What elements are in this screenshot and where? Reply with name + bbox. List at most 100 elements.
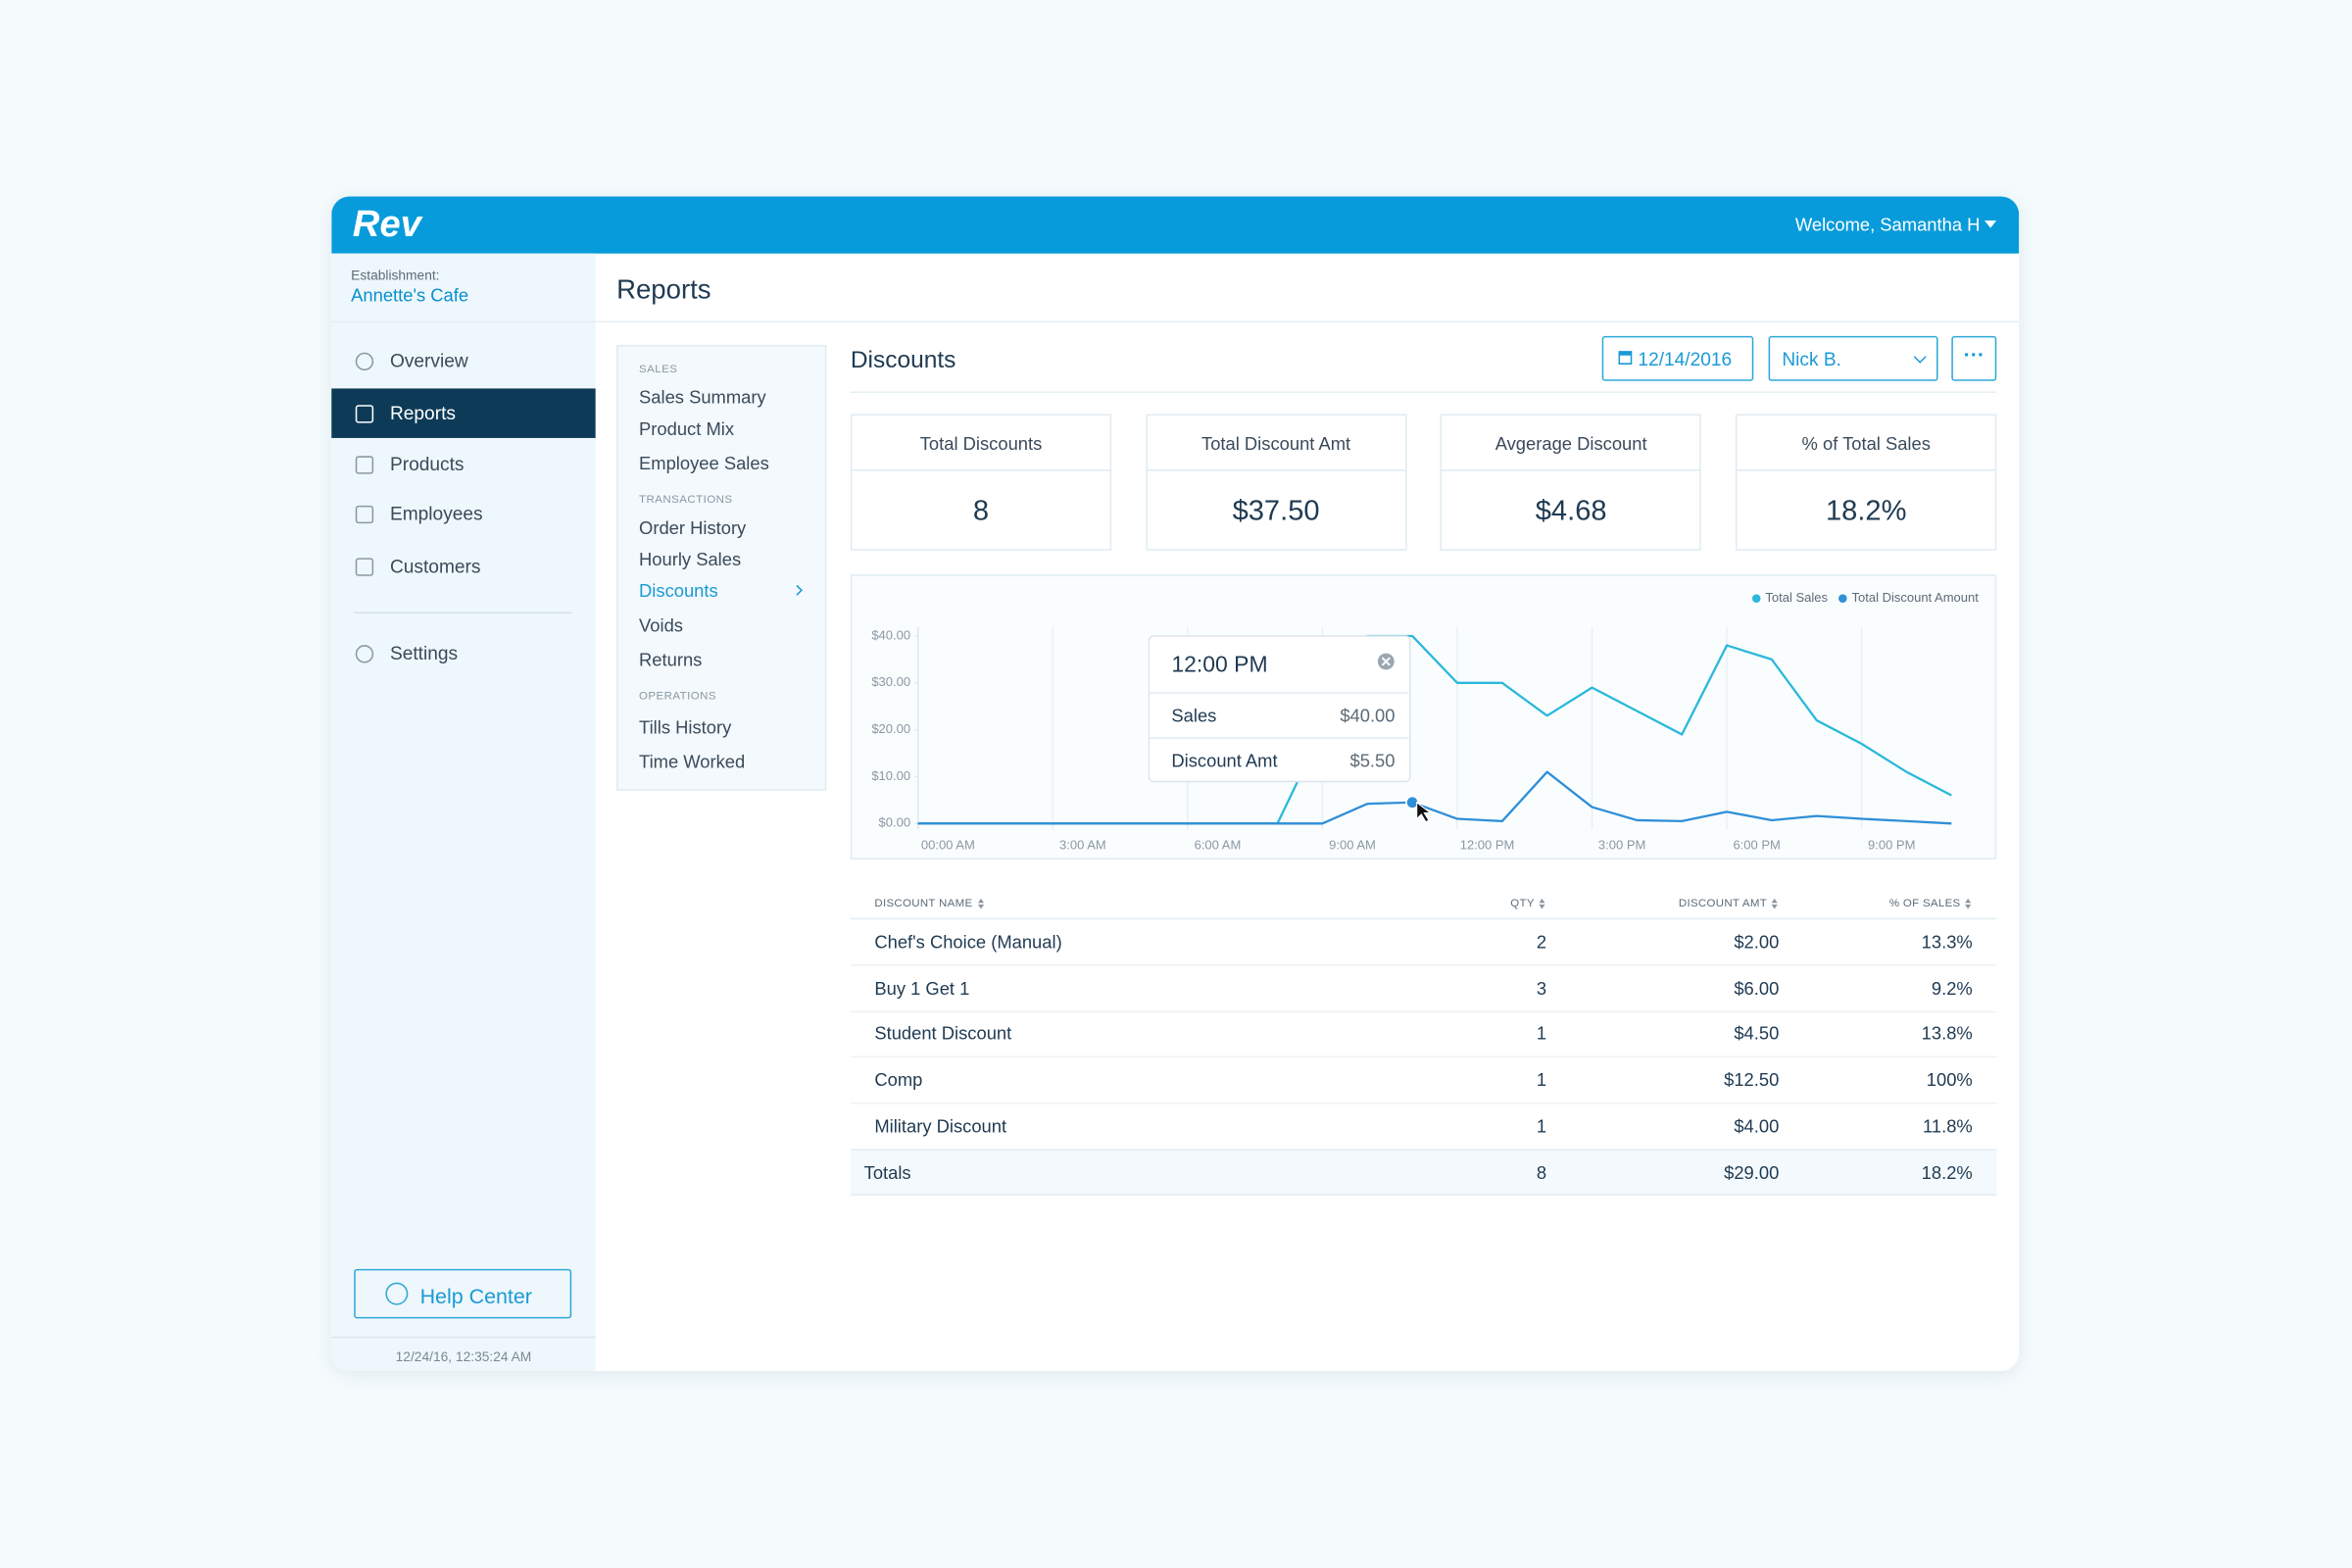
logo[interactable]: Rev bbox=[352, 203, 421, 246]
sort-icon bbox=[1539, 904, 1545, 909]
divider bbox=[331, 1336, 596, 1339]
help-button[interactable] bbox=[354, 1268, 572, 1319]
top-bar bbox=[331, 196, 2020, 254]
table-line bbox=[850, 917, 1997, 920]
table-cell: $4.50 bbox=[1734, 1023, 1780, 1045]
series-line bbox=[917, 634, 1952, 825]
nav-item[interactable]: Reports bbox=[389, 403, 456, 424]
stat-value: $37.50 bbox=[1232, 495, 1320, 528]
x-tick-label: 6:00 PM bbox=[1733, 838, 1780, 853]
date-label[interactable]: 12/14/2016 bbox=[1638, 349, 1733, 370]
nav-icon bbox=[355, 405, 374, 423]
submenu-item[interactable]: Hourly Sales bbox=[639, 549, 742, 570]
submenu-item[interactable]: Time Worked bbox=[639, 751, 746, 773]
hover-point bbox=[1405, 795, 1419, 809]
employee-select[interactable] bbox=[1768, 335, 1938, 381]
column-header[interactable]: DISCOUNT NAME bbox=[874, 896, 973, 909]
table-cell: Student Discount bbox=[874, 1023, 1012, 1045]
submenu-item[interactable]: Product Mix bbox=[639, 418, 735, 440]
stat-value: 18.2% bbox=[1825, 495, 1907, 528]
tooltip: 12:00 PM Sales $40.00 Discount Amt $5.50 bbox=[1148, 635, 1411, 783]
table-line bbox=[850, 1010, 1997, 1012]
date-button[interactable] bbox=[1601, 335, 1754, 381]
stat-card bbox=[1736, 414, 1997, 551]
tooltip-box bbox=[1148, 635, 1411, 783]
submenu-item[interactable]: Voids bbox=[639, 614, 683, 636]
stat-card bbox=[1145, 414, 1407, 551]
x-tick-label: 9:00 PM bbox=[1868, 838, 1915, 853]
help-label[interactable]: Help Center bbox=[419, 1284, 532, 1308]
table-cell: 11.8% bbox=[1923, 1115, 1973, 1137]
establishment-label: Establishment: bbox=[351, 268, 440, 283]
nav-item[interactable]: Employees bbox=[389, 503, 483, 525]
table-total: 8 bbox=[1536, 1162, 1547, 1184]
sort-icon bbox=[977, 898, 985, 904]
tooltip-time: 12:00 PM bbox=[1171, 652, 1267, 677]
submenu-item[interactable]: Sales Summary bbox=[639, 386, 766, 409]
x-tick-label: 12:00 PM bbox=[1460, 838, 1515, 853]
stat-card bbox=[850, 414, 1112, 551]
submenu-item[interactable]: Tills History bbox=[639, 716, 732, 739]
y-tick-label: $40.00 bbox=[871, 627, 910, 642]
nav-item[interactable]: Products bbox=[389, 454, 465, 475]
y-tick-label: $10.00 bbox=[871, 768, 910, 783]
nav-item[interactable]: Overview bbox=[389, 350, 468, 372]
series-line bbox=[917, 770, 1952, 825]
column-header[interactable]: DISCOUNT AMT bbox=[1678, 896, 1768, 909]
nav-item[interactable]: Settings bbox=[389, 643, 459, 664]
tooltip-close-x bbox=[1381, 657, 1391, 666]
table-line bbox=[850, 1102, 1997, 1104]
table-cell: Chef's Choice (Manual) bbox=[874, 931, 1062, 953]
timestamp: 12/24/16, 12:35:24 AM bbox=[395, 1348, 532, 1365]
table-cell: 1 bbox=[1536, 1023, 1547, 1045]
table-cell: $6.00 bbox=[1734, 977, 1780, 999]
stat-label: % of Total Sales bbox=[1801, 433, 1931, 455]
stat-value: 8 bbox=[972, 495, 990, 528]
table-cell: 1 bbox=[1536, 1069, 1547, 1091]
page-title: Reports bbox=[616, 274, 711, 305]
stat-divider bbox=[1736, 469, 1997, 471]
submenu-heading: OPERATIONS bbox=[639, 688, 717, 703]
sort-icon bbox=[1965, 904, 1972, 909]
welcome-menu[interactable]: Welcome, Samantha H bbox=[1794, 214, 1981, 236]
nav-active bbox=[331, 388, 596, 438]
stat-divider bbox=[850, 469, 1112, 471]
cursor bbox=[1416, 801, 1433, 823]
table-cell: $2.00 bbox=[1734, 931, 1780, 953]
table-cell: Buy 1 Get 1 bbox=[874, 977, 970, 999]
submenu-item[interactable]: Order History bbox=[639, 517, 747, 539]
submenu-item[interactable]: Discounts bbox=[639, 580, 718, 602]
legend-swatch bbox=[1838, 594, 1847, 603]
table-line bbox=[850, 964, 1997, 966]
report-title: Discounts bbox=[850, 348, 956, 374]
caret bbox=[1984, 220, 1997, 228]
nav-icon bbox=[355, 558, 374, 576]
divider bbox=[331, 320, 2020, 323]
stat-label: Total Discounts bbox=[919, 433, 1043, 455]
nav-icon bbox=[355, 645, 374, 663]
x-tick-label: 3:00 PM bbox=[1598, 838, 1645, 853]
submenu-heading: TRANSACTIONS bbox=[639, 492, 733, 507]
stat-divider bbox=[1145, 469, 1407, 471]
legend-swatch bbox=[1751, 594, 1761, 603]
more-button[interactable]: ··· bbox=[1951, 335, 1997, 381]
table-cell: 3 bbox=[1536, 977, 1547, 999]
table-line bbox=[850, 1056, 1997, 1058]
divider bbox=[850, 391, 1997, 394]
column-header[interactable]: QTY bbox=[1510, 896, 1535, 909]
x-tick-label: 9:00 AM bbox=[1329, 838, 1376, 853]
employee-label[interactable]: Nick B. bbox=[1782, 349, 1841, 370]
submenu-item[interactable]: Employee Sales bbox=[639, 453, 769, 474]
submenu-item[interactable]: Returns bbox=[639, 649, 703, 671]
nav-icon bbox=[355, 352, 374, 371]
stat-label: Total Discount Amt bbox=[1201, 433, 1351, 455]
nav-item[interactable]: Customers bbox=[389, 556, 481, 577]
establishment-name[interactable]: Annette's Cafe bbox=[351, 284, 469, 307]
column-header[interactable]: % OF SALES bbox=[1888, 896, 1961, 909]
sort-icon bbox=[1771, 904, 1778, 909]
tooltip-label: Sales bbox=[1171, 705, 1216, 725]
sidebar bbox=[331, 253, 596, 1371]
stat-value: $4.68 bbox=[1535, 495, 1607, 528]
table-cell: Military Discount bbox=[874, 1115, 1007, 1137]
